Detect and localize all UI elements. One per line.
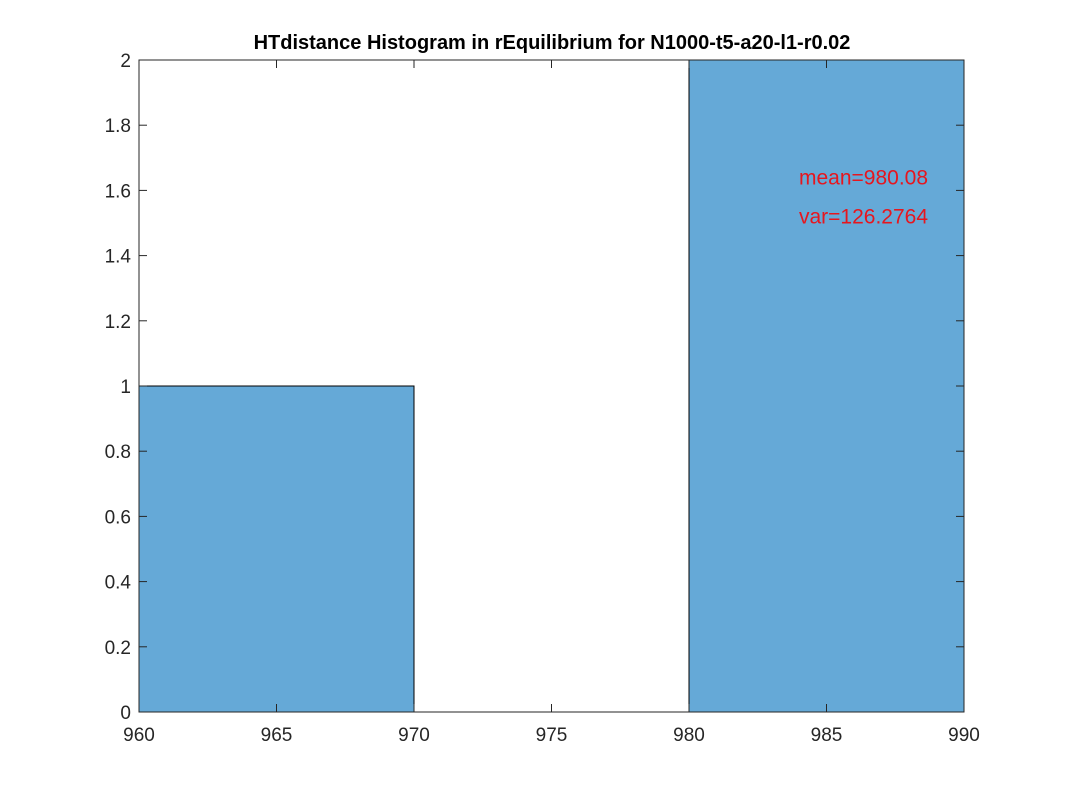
y-tick-label: 1.4 (105, 247, 132, 268)
x-tick-label: 980 (673, 725, 705, 746)
y-tick-label: 1.8 (105, 116, 131, 137)
stat-annotation: mean=980.08 (799, 166, 928, 189)
y-tick-label: 0.8 (105, 442, 131, 463)
stat-annotation: var=126.2764 (799, 205, 928, 228)
y-tick-label: 0 (120, 703, 131, 724)
histogram-bar (138, 385, 415, 713)
y-tick-label: 2 (120, 51, 131, 72)
x-tick-label: 975 (536, 725, 568, 746)
annotations-layer: mean=980.08 var=126.2764 (799, 166, 928, 228)
x-tick-label: 965 (261, 725, 293, 746)
y-tick-label: 1.6 (105, 181, 131, 202)
axes-layer: 960 965 970 975 980 985 990 0 0.2 0.4 0.6 0.8 1 1.2 1.… (105, 51, 980, 746)
y-tick-label: 0.2 (105, 638, 131, 659)
y-tick-label: 1 (120, 377, 131, 398)
y-tick-label: 1.2 (105, 312, 131, 333)
chart-title: HTdistance Histogram in rEquilibrium for… (254, 32, 851, 54)
y-tick-label: 0.4 (105, 573, 132, 594)
y-tick-label: 0.6 (105, 507, 131, 528)
x-tick-label: 960 (123, 725, 155, 746)
histogram-bar (688, 59, 965, 713)
bars-layer (138, 59, 965, 713)
x-tick-label: 970 (398, 725, 430, 746)
x-tick-label: 985 (811, 725, 843, 746)
x-tick-label: 990 (948, 725, 980, 746)
